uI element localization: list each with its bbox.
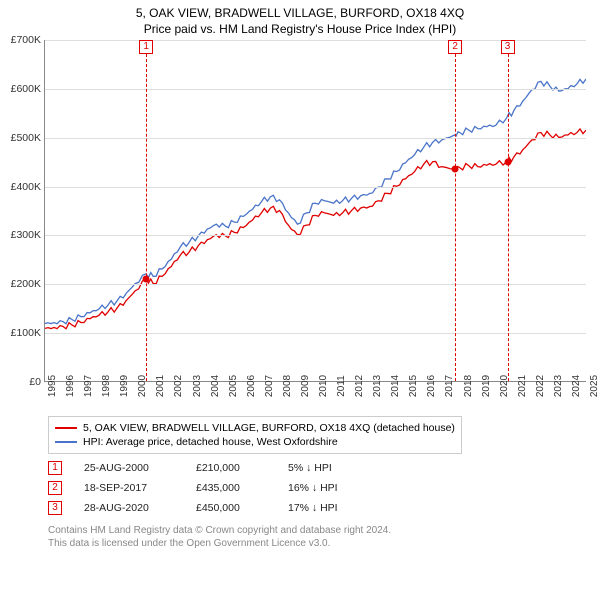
marker-box-3: 3 (501, 40, 515, 54)
series-hpi (45, 79, 586, 324)
plot-area: £0£100K£200K£300K£400K£500K£600K£700K123 (44, 40, 586, 382)
y-tick-label: £700K (11, 34, 41, 46)
y-tick-label: £200K (11, 278, 41, 290)
y-tick-label: £600K (11, 83, 41, 95)
legend-swatch (55, 441, 77, 443)
sale-price: £450,000 (196, 502, 266, 514)
sale-date: 25-AUG-2000 (84, 462, 174, 474)
chart-title-subtitle: Price paid vs. HM Land Registry's House … (10, 22, 590, 36)
sale-diff: 17% ↓ HPI (288, 502, 378, 514)
y-tick-label: £300K (11, 229, 41, 241)
chart-lines (45, 40, 586, 381)
sale-date: 18-SEP-2017 (84, 482, 174, 494)
legend: 5, OAK VIEW, BRADWELL VILLAGE, BURFORD, … (48, 416, 462, 454)
legend-label: 5, OAK VIEW, BRADWELL VILLAGE, BURFORD, … (83, 422, 455, 434)
y-tick-label: £100K (11, 327, 41, 339)
sale-row: 2 18-SEP-2017 £435,000 16% ↓ HPI (48, 478, 590, 498)
gridline (45, 187, 586, 188)
gridline (45, 235, 586, 236)
legend-swatch (55, 427, 77, 429)
disclaimer-line1: Contains HM Land Registry data © Crown c… (48, 524, 590, 537)
sale-row: 3 28-AUG-2020 £450,000 17% ↓ HPI (48, 498, 590, 518)
sale-diff: 16% ↓ HPI (288, 482, 378, 494)
y-tick-label: £500K (11, 132, 41, 144)
sale-price: £435,000 (196, 482, 266, 494)
marker-line-3 (508, 54, 509, 381)
chart: £0£100K£200K£300K£400K£500K£600K£700K123… (44, 40, 586, 410)
x-tick-label: 2025 (589, 375, 600, 397)
gridline (45, 89, 586, 90)
y-tick-label: £400K (11, 181, 41, 193)
sale-row: 1 25-AUG-2000 £210,000 5% ↓ HPI (48, 458, 590, 478)
legend-row: 5, OAK VIEW, BRADWELL VILLAGE, BURFORD, … (55, 421, 455, 435)
sale-date: 28-AUG-2020 (84, 502, 174, 514)
sale-diff: 5% ↓ HPI (288, 462, 378, 474)
sale-marker: 1 (48, 461, 62, 475)
marker-dot-3 (504, 159, 511, 166)
marker-box-2: 2 (448, 40, 462, 54)
sale-marker: 3 (48, 501, 62, 515)
y-tick-label: £0 (29, 376, 41, 388)
disclaimer-line2: This data is licensed under the Open Gov… (48, 537, 590, 550)
gridline (45, 138, 586, 139)
chart-title-block: 5, OAK VIEW, BRADWELL VILLAGE, BURFORD, … (10, 6, 590, 36)
disclaimer: Contains HM Land Registry data © Crown c… (48, 524, 590, 550)
marker-dot-2 (452, 166, 459, 173)
legend-row: HPI: Average price, detached house, West… (55, 435, 455, 449)
chart-title-address: 5, OAK VIEW, BRADWELL VILLAGE, BURFORD, … (10, 6, 590, 20)
sales-table: 1 25-AUG-2000 £210,000 5% ↓ HPI 2 18-SEP-2017… (48, 458, 590, 518)
sale-marker: 2 (48, 481, 62, 495)
sale-price: £210,000 (196, 462, 266, 474)
gridline (45, 284, 586, 285)
x-axis-ticks: 1995199619971998199920002001200220032004… (44, 382, 586, 410)
legend-label: HPI: Average price, detached house, West… (83, 436, 338, 448)
marker-box-1: 1 (139, 40, 153, 54)
marker-line-1 (146, 54, 147, 381)
marker-line-2 (455, 54, 456, 381)
marker-dot-1 (143, 276, 150, 283)
gridline (45, 333, 586, 334)
